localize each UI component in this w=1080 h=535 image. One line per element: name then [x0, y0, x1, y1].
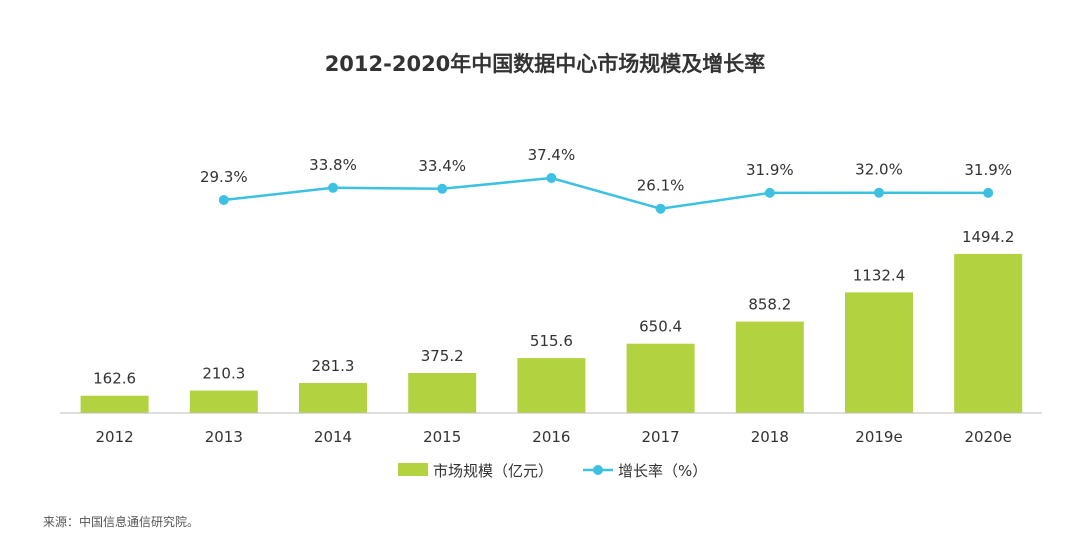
growth-rate-label: 26.1%: [637, 177, 685, 195]
growth-rate-label: 31.9%: [964, 161, 1012, 179]
growth-rate-point: [328, 182, 338, 193]
x-tick-label: 2016: [532, 428, 570, 446]
bar: [299, 383, 367, 413]
bar-value-label: 281.3: [312, 357, 355, 375]
legend-swatch-marker: [593, 465, 603, 475]
growth-rate-point: [655, 203, 666, 214]
x-tick-label: 2015: [423, 428, 461, 446]
growth-rate-point: [874, 187, 884, 198]
growth-rate-series: 29.3% 33.8% 33.4% 37.4% 26.1% 31.9% 32.0% 31.9%: [200, 146, 1012, 214]
bar: [517, 358, 586, 413]
x-tick-label: 2018: [751, 428, 789, 446]
bar-value-label: 858.2: [748, 296, 791, 314]
x-tick-label: 2013: [205, 428, 243, 446]
legend-swatch-bar: [398, 463, 428, 476]
bar-series: 162.6 210.3 281.3 375.2 515.6 650.4 858.2 1132.…: [80, 228, 1023, 413]
bar-value-label: 515.6: [530, 332, 573, 350]
bar: [80, 395, 149, 413]
x-axis-ticks: 2012 2013 2014 2015 2016 2017 2018 2019e 2020e: [96, 428, 1012, 446]
bar-value-label: 210.3: [202, 365, 245, 383]
growth-rate-point: [546, 173, 557, 183]
growth-rate-label: 29.3%: [200, 168, 248, 186]
growth-rate-label: 33.8%: [309, 156, 357, 174]
source-note: 来源：中国信息通信研究院。: [43, 514, 199, 529]
growth-rate-point: [983, 187, 994, 198]
growth-rate-point: [764, 187, 775, 198]
growth-rate-label: 31.9%: [746, 161, 794, 179]
growth-rate-label: 37.4%: [528, 146, 576, 164]
legend-label-market-size: 市场规模（亿元）: [433, 462, 553, 480]
legend: 市场规模（亿元） 增长率（%）: [398, 462, 707, 480]
x-tick-label: 2014: [314, 428, 352, 446]
growth-rate-point: [218, 195, 229, 205]
bar: [408, 373, 477, 413]
growth-rate-line: [223, 176, 989, 210]
bar: [845, 292, 913, 413]
bar: [626, 343, 695, 413]
bar-value-label: 162.6: [93, 370, 136, 388]
bar-value-label: 375.2: [421, 347, 464, 365]
bar: [735, 321, 804, 413]
bar-value-label: 1494.2: [962, 228, 1015, 246]
bar: [189, 390, 258, 413]
growth-rate-label: 32.0%: [855, 161, 903, 179]
x-tick-label: 2019e: [855, 428, 902, 446]
bar: [954, 253, 1023, 413]
bar-value-label: 1132.4: [853, 266, 906, 284]
chart-title: 2012-2020年中国数据中心市场规模及增长率: [325, 52, 766, 76]
x-tick-label: 2017: [642, 428, 680, 446]
growth-rate-point: [437, 183, 448, 194]
bar-value-label: 650.4: [639, 318, 682, 336]
x-tick-label: 2020e: [964, 428, 1011, 446]
x-tick-label: 2012: [96, 428, 134, 446]
growth-rate-label: 33.4%: [418, 157, 466, 175]
legend-label-growth-rate: 增长率（%）: [618, 462, 707, 480]
